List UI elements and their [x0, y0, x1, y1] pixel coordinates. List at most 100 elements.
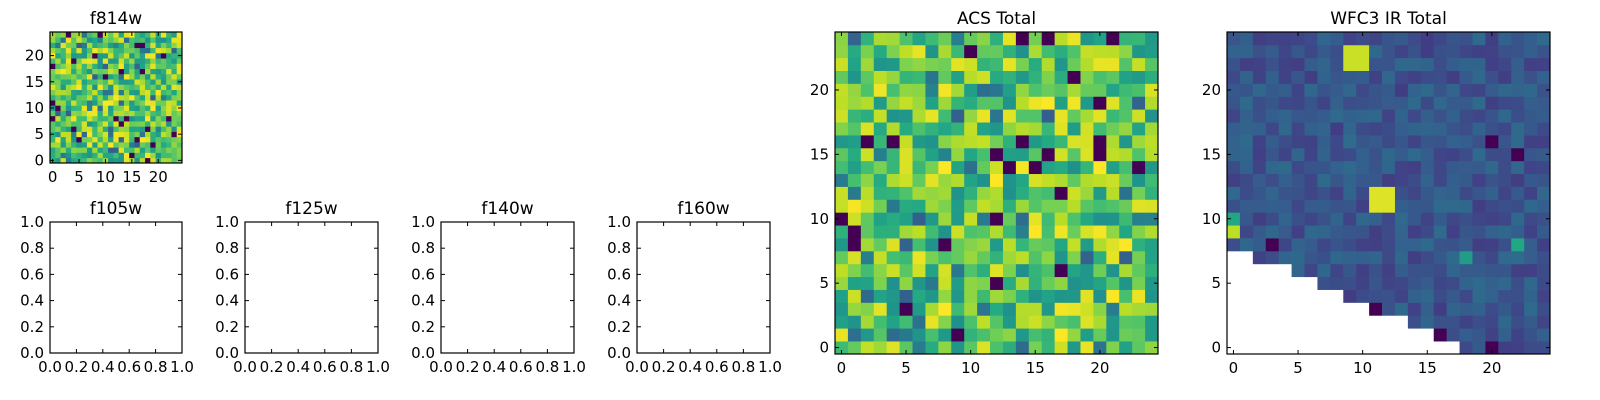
heatmap-cell	[97, 84, 104, 90]
heatmap-cell	[76, 73, 83, 80]
y-tick-label: 0.6	[607, 265, 631, 283]
heatmap-cell	[951, 57, 965, 71]
heatmap-cell	[65, 152, 72, 159]
heatmap-cell	[86, 37, 93, 43]
heatmap-cell	[1524, 276, 1538, 290]
heatmap-cell	[1265, 122, 1280, 136]
heatmap-cell	[951, 109, 965, 123]
heatmap-cell	[912, 341, 926, 355]
heatmap-cell	[65, 47, 72, 54]
heatmap-cell	[86, 32, 93, 38]
heatmap-cell	[1002, 238, 1017, 252]
heatmap-cell	[925, 147, 939, 162]
heatmap-cell	[1002, 289, 1017, 303]
heatmap-cell	[899, 225, 913, 239]
heatmap-cell	[1041, 250, 1055, 265]
heatmap-cell	[113, 131, 119, 138]
heatmap-cell	[166, 37, 172, 43]
heatmap-cell	[139, 94, 146, 101]
heatmap-cell	[1382, 238, 1396, 252]
heatmap-cell	[1524, 32, 1538, 46]
heatmap-cell	[1304, 160, 1318, 175]
heatmap-cell	[76, 100, 83, 106]
heatmap-cell	[1511, 341, 1525, 355]
heatmap-cell	[134, 79, 141, 85]
heatmap-cell	[50, 58, 56, 64]
heatmap-cell	[92, 58, 98, 64]
heatmap-cell	[1369, 57, 1383, 71]
heatmap-cell	[171, 131, 178, 138]
heatmap-cell	[1394, 96, 1409, 110]
heatmap-cell	[1472, 173, 1486, 187]
heatmap-cell	[134, 121, 141, 127]
heatmap-cell	[1093, 212, 1107, 226]
heatmap-cell	[1002, 225, 1017, 239]
heatmap-cell	[1227, 32, 1241, 46]
axes-frame	[636, 221, 771, 354]
heatmap-cell	[1054, 328, 1068, 342]
heatmap-cell	[108, 47, 114, 54]
heatmap-cell	[938, 276, 952, 290]
heatmap-cell	[1511, 160, 1525, 175]
heatmap-cell	[1330, 186, 1344, 200]
heatmap-cell	[145, 47, 151, 54]
heatmap-cell	[113, 147, 119, 153]
heatmap-cell	[92, 42, 98, 49]
heatmap-cell	[129, 58, 135, 64]
heatmap-cell	[1446, 225, 1460, 239]
heatmap-cell	[1433, 250, 1447, 265]
heatmap-cell	[118, 63, 125, 70]
heatmap-cell	[145, 89, 151, 96]
heatmap-cell	[139, 47, 146, 54]
x-tick-label: 10	[96, 168, 115, 186]
heatmap-cell	[1524, 302, 1538, 316]
heatmap-cell	[1119, 238, 1133, 252]
heatmap-cell	[886, 96, 900, 110]
heatmap-cell	[166, 63, 172, 70]
heatmap-cell	[55, 131, 61, 138]
heatmap-cell	[150, 131, 156, 138]
heatmap-cell	[1002, 315, 1017, 329]
heatmap-cell	[1356, 276, 1370, 290]
heatmap-cell	[1015, 173, 1030, 187]
y-tick-label: 0.0	[607, 344, 631, 362]
heatmap-cell	[1015, 96, 1030, 110]
y-tick-label: 0	[1211, 339, 1221, 357]
x-tick-label: 0.6	[313, 358, 337, 376]
heatmap-cell	[1420, 160, 1435, 175]
heatmap-cell	[1227, 57, 1241, 71]
heatmap-cell	[86, 68, 93, 75]
heatmap-cell	[134, 126, 141, 132]
heatmap-cell	[847, 147, 862, 162]
heatmap-cell	[171, 157, 178, 164]
x-tick-label: 15	[1418, 359, 1437, 377]
heatmap-cell	[1537, 263, 1551, 278]
heatmap-cell	[129, 42, 135, 49]
heatmap-cell	[1227, 135, 1241, 149]
heatmap-cell	[1119, 263, 1133, 278]
heatmap-cell	[1394, 57, 1409, 71]
heatmap-cell	[1394, 173, 1409, 187]
heatmap-cell	[977, 122, 991, 136]
heatmap-cell	[171, 79, 178, 85]
heatmap-cell	[951, 238, 965, 252]
heatmap-cell	[1382, 263, 1396, 278]
heatmap-cell	[176, 94, 183, 101]
heatmap-cell	[50, 68, 56, 75]
heatmap-cell	[886, 212, 900, 226]
heatmap-cell	[1317, 70, 1331, 84]
heatmap-cell	[1511, 96, 1525, 110]
heatmap-cell	[1054, 57, 1068, 71]
heatmap-cell	[899, 57, 913, 71]
panel-title-f140w: f140w	[481, 199, 533, 219]
heatmap-cell	[113, 121, 119, 127]
heatmap-cell	[951, 160, 965, 175]
heatmap-cell	[86, 89, 93, 96]
heatmap-cell	[145, 52, 151, 59]
heatmap-cell	[139, 84, 146, 90]
heatmap-cell	[123, 126, 130, 132]
heatmap-cell	[102, 73, 109, 80]
heatmap-cell	[1407, 57, 1422, 71]
heatmap-cell	[97, 63, 104, 70]
